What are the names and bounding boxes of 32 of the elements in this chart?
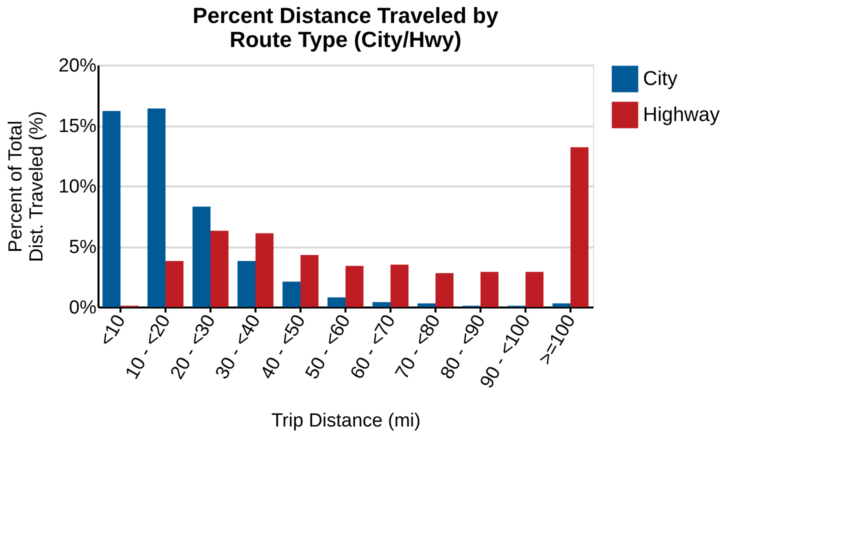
bar — [346, 266, 364, 307]
text: Percent of Total — [5, 120, 26, 252]
bar — [210, 230, 228, 307]
bar — [436, 273, 454, 307]
bar — [526, 272, 544, 307]
legend-label: Highway — [643, 104, 720, 126]
text: Dist. Traveled (%) — [26, 111, 48, 262]
bar — [390, 264, 408, 307]
y-tick-label: 20% — [58, 56, 97, 76]
x-axis-title: Trip Distance (mi) — [271, 410, 421, 432]
text: Route Type (City/Hwy) — [230, 27, 462, 52]
y-tick-label: 0% — [69, 298, 97, 318]
bar — [418, 303, 436, 307]
bar — [166, 261, 184, 307]
bar — [480, 272, 498, 307]
bar — [300, 254, 318, 307]
bar — [256, 233, 274, 307]
bar — [102, 110, 120, 307]
text: Percent Distance Traveled by — [192, 3, 498, 28]
bar — [238, 261, 256, 307]
bar — [328, 297, 346, 307]
x-tick-label: <10 — [96, 312, 130, 350]
bar — [570, 147, 588, 307]
bar — [282, 282, 300, 307]
legend-label: City — [643, 68, 678, 90]
bar — [552, 303, 570, 307]
y-tick-label: 10% — [58, 176, 97, 198]
bar — [148, 108, 166, 307]
bar — [372, 302, 390, 307]
y-tick-label: 5% — [69, 237, 97, 258]
y-tick-label: 15% — [58, 116, 97, 137]
bar — [192, 206, 210, 307]
